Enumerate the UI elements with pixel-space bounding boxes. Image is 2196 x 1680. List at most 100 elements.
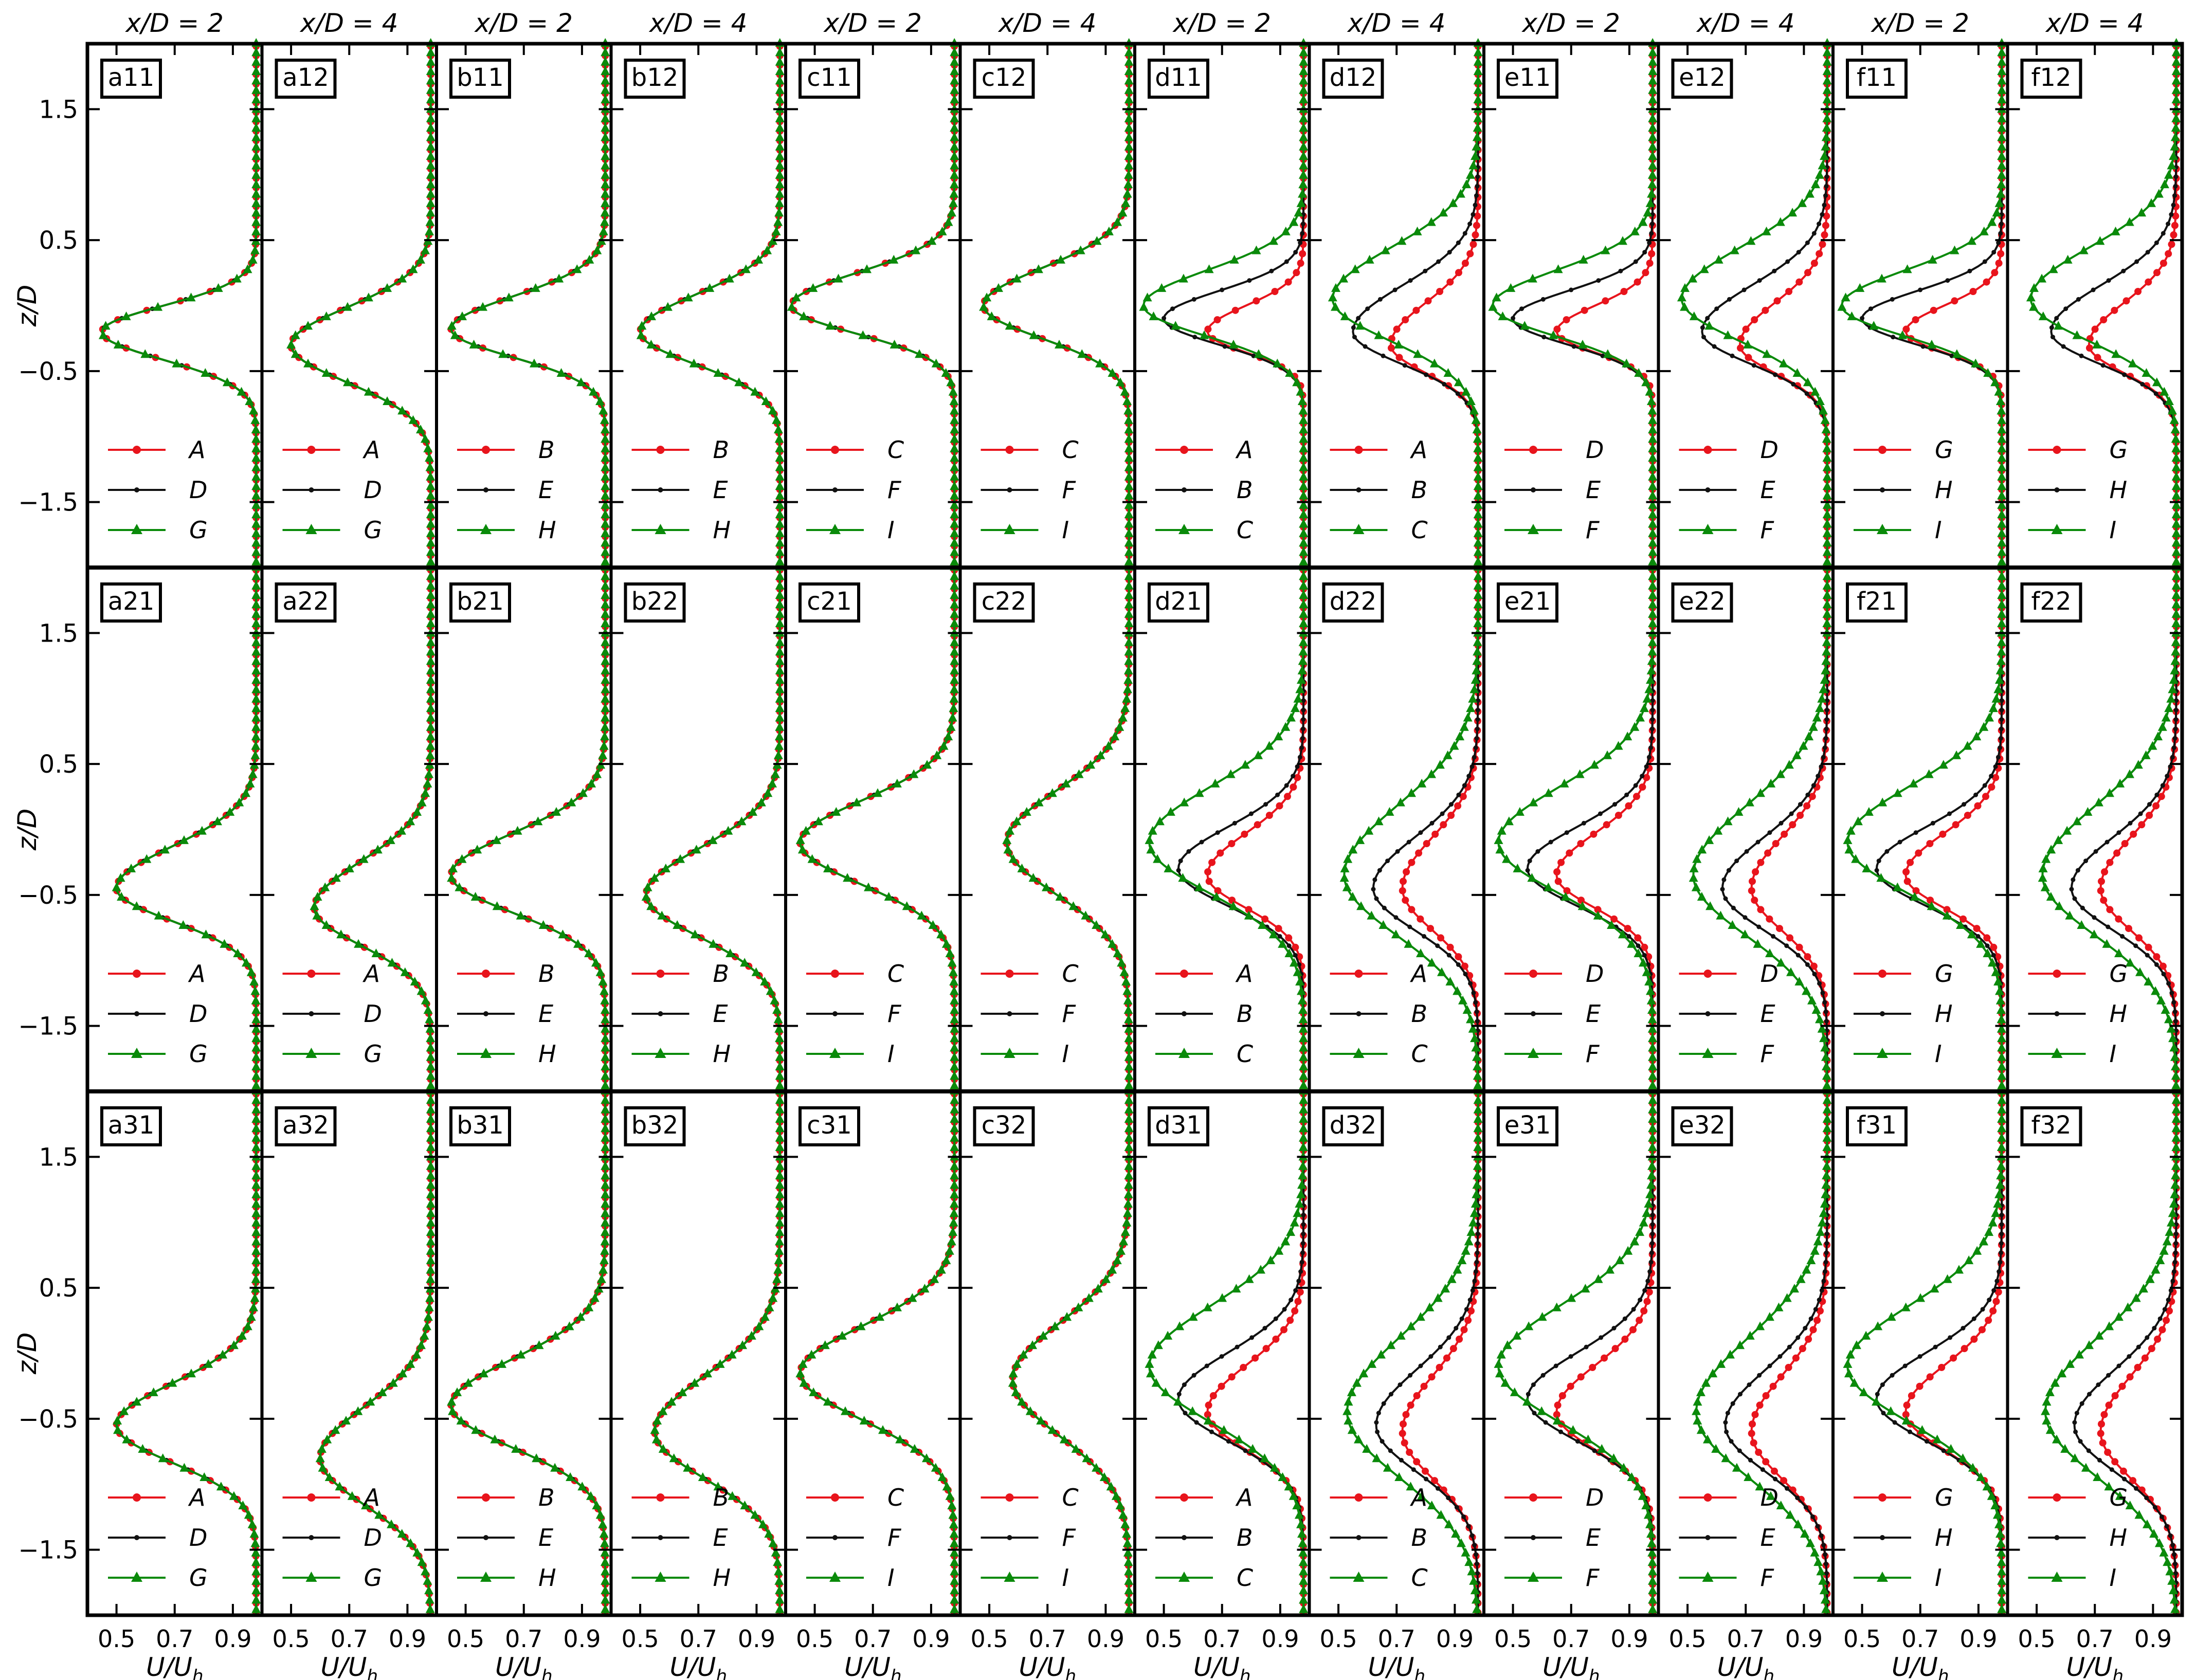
marker-a32-G (426, 1142, 435, 1151)
legend-entry-f22-H: H (2028, 1000, 2127, 1028)
marker-e22-D (1804, 953, 1811, 961)
marker-d12-C (1473, 509, 1483, 519)
marker-f11-H (1945, 278, 1950, 283)
marker-f12-G (2171, 222, 2179, 229)
marker-e11-D (1634, 278, 1641, 286)
marker-c12-I (1113, 217, 1122, 226)
marker-a11-G (251, 47, 261, 57)
marker-d11-C (1297, 396, 1307, 405)
marker-f12-H (2063, 306, 2068, 312)
marker-f21-G (1915, 849, 1922, 857)
marker-d12-B (1456, 240, 1461, 245)
marker-f22-H (2169, 990, 2174, 995)
marker-d11-C (1299, 519, 1309, 528)
marker-f12-I (2171, 471, 2181, 481)
marker-e12-D (1819, 241, 1826, 248)
marker-b12-H (775, 151, 785, 160)
marker-f22-I (2040, 882, 2050, 891)
marker-d12-C (1469, 406, 1479, 415)
marker-e11-F (1648, 141, 1658, 151)
marker-f12-I (2171, 66, 2181, 75)
marker-d11-C (1299, 556, 1309, 565)
marker-a21-G (251, 1014, 261, 1024)
marker-d21-B (1176, 868, 1181, 873)
marker-b12-H (775, 113, 785, 122)
marker-e12-E (1714, 306, 1719, 312)
marker-a11-G (251, 208, 261, 217)
marker-b11-H (478, 302, 487, 311)
marker-a21-G (251, 703, 261, 713)
marker-f21-G (1982, 793, 1989, 800)
marker-b21-H (601, 590, 610, 599)
marker-c12-I (1124, 415, 1134, 424)
marker-e11-D (1553, 325, 1561, 333)
marker-e11-F (1648, 95, 1658, 103)
marker-b31-H (601, 1142, 610, 1151)
marker-e12-F (1815, 170, 1824, 179)
marker-c22-I (1123, 675, 1133, 684)
marker-f12-H (2172, 193, 2177, 198)
marker-c11-I (950, 415, 959, 424)
marker-d11-C (1299, 490, 1309, 500)
marker-b12-H (768, 236, 778, 245)
marker-d22-B (1372, 877, 1377, 882)
marker-f21-G (1952, 821, 1959, 829)
legend-entry-b22-B: B (631, 960, 729, 988)
legend-entry-a32-D: D (282, 1524, 382, 1551)
marker-c12-I (1076, 245, 1085, 254)
marker-b11-H (601, 113, 610, 122)
legend-entry-d11-C: C (1155, 516, 1253, 544)
legend-entry-e12-F: F (1679, 516, 1774, 544)
marker-a32-G (426, 1246, 435, 1255)
marker-b22-H (775, 1043, 785, 1052)
marker-e11-F (1647, 406, 1657, 415)
marker-f21-I (1997, 1014, 2006, 1024)
marker-e11-F (1648, 462, 1658, 471)
marker-b12-H (683, 293, 693, 302)
legend-entry-f21-G: G (1854, 960, 1953, 988)
marker-a22-G (426, 741, 435, 750)
marker-a22-G (426, 703, 435, 713)
marker-a21-G (251, 741, 261, 750)
marker-b32-H (775, 1217, 785, 1227)
panel-label-e11: e11 (1497, 59, 1558, 99)
marker-b12-H (763, 245, 772, 254)
marker-b11-H (592, 245, 602, 254)
marker-d21-C (1240, 760, 1250, 769)
marker-a31-G (251, 1208, 261, 1217)
marker-f11-I (1997, 406, 2006, 415)
marker-d22-B (1407, 924, 1412, 929)
marker-e11-D (1563, 316, 1570, 323)
marker-d12-B (1436, 259, 1441, 264)
marker-f12-H (2171, 203, 2176, 208)
marker-f22-I (2171, 609, 2181, 618)
marker-a12-G (426, 528, 435, 537)
marker-c11-I (950, 519, 959, 528)
marker-f21-H (1876, 859, 1881, 864)
marker-b32-H (775, 1208, 785, 1217)
marker-e11-F (1641, 377, 1651, 387)
legend-entry-a32-G: G (282, 1564, 382, 1592)
legend-entry-d22-C: C (1330, 1040, 1428, 1068)
marker-e22-E (1823, 1009, 1828, 1014)
marker-d22-C (1473, 618, 1483, 627)
marker-e21-E (1525, 868, 1530, 873)
marker-c12-I (1121, 198, 1131, 207)
marker-f22-G (2106, 859, 2114, 866)
marker-c12-I (1124, 425, 1134, 433)
marker-a32-G (426, 1265, 435, 1274)
marker-a12-G (421, 245, 430, 254)
marker-e21-E (1598, 811, 1603, 816)
marker-d12-A (1412, 306, 1420, 314)
marker-f11-I (1837, 302, 1847, 311)
marker-e21-F (1648, 1062, 1658, 1071)
marker-b11-H (601, 170, 610, 179)
marker-e22-E (1824, 717, 1829, 722)
marker-d11-C (1273, 358, 1282, 368)
marker-f11-H (1890, 297, 1895, 302)
marker-e12-E (1796, 250, 1801, 255)
marker-e12-F (1822, 57, 1832, 66)
marker-f12-I (2171, 47, 2181, 57)
marker-d12-C (1471, 415, 1481, 424)
